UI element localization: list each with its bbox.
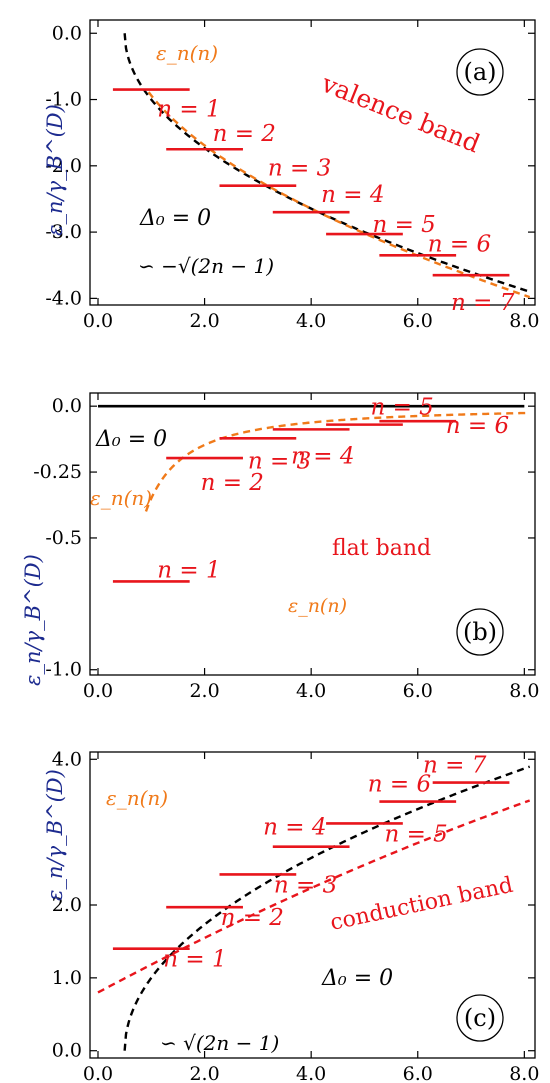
panel-c-level-label: n = 2: [221, 905, 284, 931]
panel-b-tag-circle: [456, 608, 504, 656]
panel-a-level-label: n = 3: [268, 156, 331, 182]
panel-b-xtick-label: 0.0: [83, 680, 113, 702]
panel-c-level-label: n = 5: [384, 821, 447, 847]
panel-b-level-label: n = 4: [291, 443, 354, 469]
panel-c-levels: n = 1 n = 2 n = 3 n = 4 n = 5 n = 6n = 7: [112, 753, 510, 973]
panel-b-ytick-label: -1.0: [45, 659, 82, 681]
panel-a-delta-label: Δ₀ = 0: [139, 206, 211, 231]
panel-a-ylabel: ε_n/γ_B^(D): [43, 104, 67, 236]
panel-c-ytick-label: 2.0: [52, 894, 82, 916]
panel-b-frame: [89, 392, 536, 676]
panel-a-ytick-label: -2.0: [45, 155, 82, 177]
panel-c-ytick-label: 1.0: [52, 967, 82, 989]
panel-c-level-label: n = 4: [263, 815, 326, 841]
panel-a-level-label: n = 4: [321, 182, 384, 208]
panel-b-level-label: n = 5: [370, 395, 433, 421]
panel-a: 0.0 2.0 4.0 6.0 8.0 0.0 -1.0 -2.0 -3.0 -4.0 n = 1…: [43, 19, 539, 332]
panel-c: 0.0 2.0 4.0 6.0 8.00.01.02.04.0 n = 1n = 2n …: [43, 748, 539, 1083]
panel-b-band-label: flat band: [332, 536, 431, 561]
panel-a-xtick-label: 8.0: [509, 310, 539, 332]
panel-c-xtick-label: 0.0: [83, 1063, 113, 1083]
panel-c-ytick-label: 0.0: [52, 1040, 82, 1062]
panel-a-xtick-label: 4.0: [296, 310, 326, 332]
panel-b-xtick-label: 8.0: [509, 680, 539, 702]
panel-c-tag: (c): [464, 1004, 496, 1032]
panel-a-tag: (a): [463, 58, 496, 86]
panel-b-tag: (b): [463, 618, 497, 646]
panel-b-delta-label: Δ₀ = 0: [95, 427, 167, 452]
panel-a-level-label: n = 1: [157, 97, 220, 123]
panel-a-curve-label: ε_n(n): [156, 41, 218, 65]
panel-b-ytick-label: -0.25: [33, 461, 82, 483]
panel-c-level-label: n = 6: [368, 772, 431, 798]
panel-c-level-label: n = 3: [274, 872, 337, 898]
panel-b-curves: [97, 404, 530, 512]
panel-c-delta-label: Δ₀ = 0: [321, 966, 393, 991]
panel-c-band-label: conduction band: [328, 873, 515, 936]
panel-c-curve-black: [123, 765, 531, 1051]
panel-c-approx-label: ∽ √(2n − 1): [160, 1031, 279, 1055]
panel-c-tag-circle: [456, 994, 504, 1042]
panel-a-approx-label: ∽ −√(2n − 1): [138, 254, 274, 278]
panel-a-ytick-label: -3.0: [45, 221, 82, 243]
panel-c-curve-label: ε_n(n): [106, 786, 168, 810]
panel-a-ytick-label: -4.0: [45, 287, 82, 309]
panel-b: 0.0 2.0 4.0 6.0 8.00.0-0.25-0.5-1.0 n = 1n =…: [21, 392, 539, 702]
panel-b-level-label: n = 6: [446, 413, 509, 439]
panel-c-xtick-label: 4.0: [296, 1063, 326, 1083]
panel-c-curves: [97, 765, 531, 1051]
panel-a-tag-circle: [456, 48, 504, 96]
panel-b-ylabel: ε_n/γ_B^(D): [21, 554, 45, 686]
panel-a-curve-orange: [147, 91, 531, 299]
panel-a-level-label: n = 2: [213, 121, 276, 147]
panel-a-level-label: n = 5: [372, 212, 435, 238]
panel-a-xtick-label: 0.0: [83, 310, 113, 332]
panel-b-level-label: n = 2: [201, 470, 264, 496]
panel-a-ytick-label: 0.0: [52, 22, 82, 44]
panel-a-frame: [89, 19, 536, 306]
panel-b-xtick-label: 6.0: [403, 680, 433, 702]
panel-b-level-label: n = 3: [248, 448, 311, 474]
panel-a-xtick-label: 2.0: [189, 310, 219, 332]
panel-b-ytick-label: -0.5: [45, 527, 82, 549]
panel-c-level-label: n = 7: [423, 753, 487, 779]
panel-a-ticks: 0.0 2.0 4.0 6.0 8.0 0.0 -1.0 -2.0 -3.0 -4.0: [45, 20, 539, 332]
panel-b-level-label: n = 1: [157, 557, 220, 583]
panel-b-curve-label-2: ε_n(n): [288, 595, 347, 617]
panel-c-curve-red: [97, 799, 531, 994]
panel-b-ticks: 0.0 2.0 4.0 6.0 8.0 0.0 -0.25 -0.5 -1.0: [33, 393, 539, 702]
panel-a-ytick-label: -1.0: [45, 89, 82, 111]
panel-b-levels: n = 1 n = 2n = 3n = 4 n = 5 n = 6: [112, 395, 509, 583]
panel-a-xtick-label: 6.0: [403, 310, 433, 332]
panel-b-ytick-label: 0.0: [52, 395, 82, 417]
panel-a-levels: n = 1n = 2 n = 3n = 4 n = 5n = 6 n = 7: [112, 88, 515, 316]
panel-c-ytick-label: 4.0: [52, 748, 82, 770]
panel-c-xtick-label: 8.0: [509, 1063, 539, 1083]
panel-b-curve-label: ε_n(n): [90, 486, 152, 510]
panel-c-ylabel: ε_n/γ_B^(D): [43, 769, 67, 901]
panel-c-xtick-label: 6.0: [403, 1063, 433, 1083]
panel-b-xtick-label: 4.0: [296, 680, 326, 702]
panel-c-xtick-label: 2.0: [189, 1063, 219, 1083]
panel-b-curve-orange: [144, 411, 530, 512]
panel-a-level-label: n = 7: [451, 290, 515, 316]
panel-c-ticks: 0.0 2.0 4.0 6.0 8.0 0.0 1.0 2.0 4.0: [52, 748, 540, 1083]
panel-b-xtick-label: 2.0: [189, 680, 219, 702]
panel-a-level-label: n = 6: [428, 231, 491, 257]
panel-c-level-label: n = 1: [163, 947, 226, 973]
panel-a-curves: [123, 33, 531, 299]
